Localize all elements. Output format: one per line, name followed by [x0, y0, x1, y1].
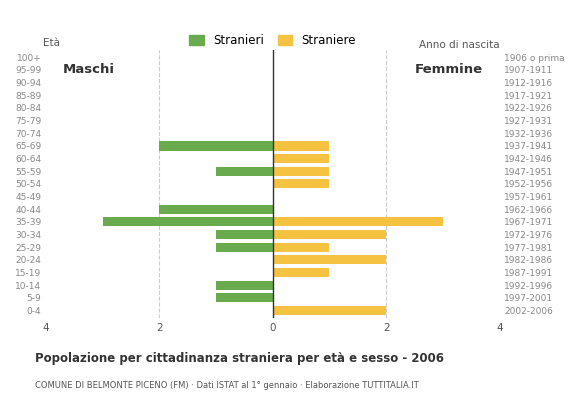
- Bar: [273, 141, 329, 150]
- Bar: [216, 243, 273, 252]
- Bar: [216, 167, 273, 176]
- Text: Femmine: Femmine: [414, 64, 483, 76]
- Text: Età: Età: [44, 38, 60, 48]
- Text: COMUNE DI BELMONTE PICENO (FM) · Dati ISTAT al 1° gennaio · Elaborazione TUTTITA: COMUNE DI BELMONTE PICENO (FM) · Dati IS…: [35, 381, 419, 390]
- Bar: [273, 255, 386, 264]
- Bar: [273, 154, 329, 163]
- Bar: [273, 217, 443, 226]
- Bar: [273, 230, 386, 239]
- Bar: [273, 268, 329, 277]
- Bar: [216, 281, 273, 290]
- Bar: [273, 306, 386, 315]
- Bar: [160, 141, 273, 150]
- Bar: [273, 243, 329, 252]
- Bar: [273, 179, 329, 188]
- Text: Anno di nascita: Anno di nascita: [419, 40, 499, 50]
- Bar: [216, 293, 273, 302]
- Bar: [273, 167, 329, 176]
- Bar: [103, 217, 273, 226]
- Bar: [216, 230, 273, 239]
- Text: Popolazione per cittadinanza straniera per età e sesso - 2006: Popolazione per cittadinanza straniera p…: [35, 352, 444, 365]
- Text: Maschi: Maschi: [63, 64, 115, 76]
- Legend: Stranieri, Straniere: Stranieri, Straniere: [190, 34, 356, 47]
- Bar: [160, 205, 273, 214]
